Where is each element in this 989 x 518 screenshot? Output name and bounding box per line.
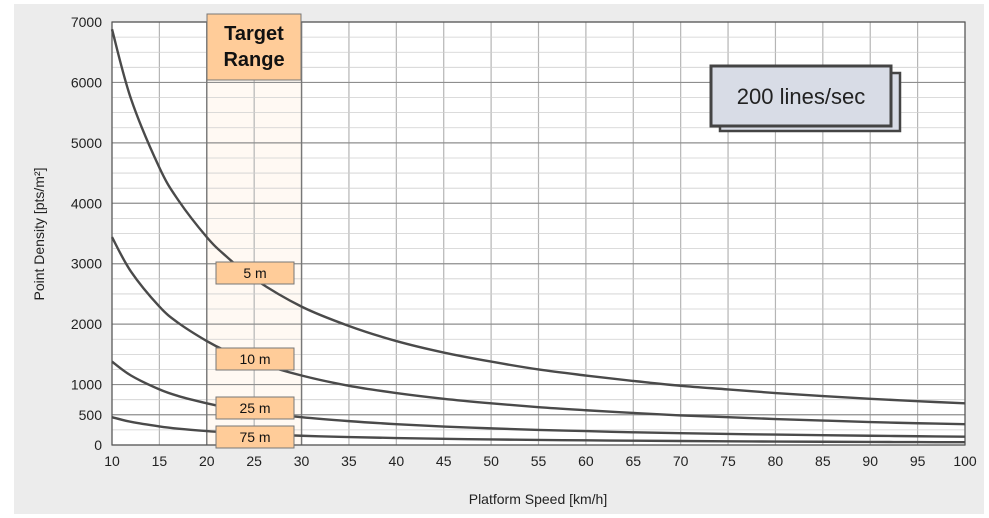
x-tick-label: 30 [294, 453, 310, 469]
x-tick-label: 10 [104, 453, 120, 469]
series-label-10m: 10 m [215, 347, 295, 371]
series-label-75m: 75 m [215, 425, 295, 449]
series-line-5m [110, 28, 966, 405]
y-tick-label: 3000 [71, 256, 102, 272]
series-label-text: 10 m [239, 351, 270, 367]
series-label-text: 5 m [243, 265, 266, 281]
series-label-5m: 5 m [215, 261, 295, 285]
x-tick-label: 40 [389, 453, 405, 469]
x-tick-label: 15 [152, 453, 168, 469]
y-tick-label: 5000 [71, 135, 102, 151]
x-tick-label: 55 [531, 453, 547, 469]
series-line-25m [111, 360, 966, 438]
series-label-box [215, 261, 295, 285]
x-tick-label: 95 [910, 453, 926, 469]
y-axis-title: Point Density [pts/m²] [31, 167, 47, 300]
series-label-box [215, 425, 295, 449]
y-tick-label: 7000 [71, 14, 102, 30]
series-curves [110, 28, 966, 444]
x-tick-label: 85 [815, 453, 831, 469]
target-range-line2: Range [223, 49, 284, 71]
x-tick-label: 70 [673, 453, 689, 469]
target-range-label: Target Range [206, 13, 302, 81]
x-tick-label: 35 [341, 453, 357, 469]
y-tick-label: 0 [94, 437, 102, 453]
series-label-text: 75 m [239, 429, 270, 445]
x-axis-ticks: 10 15 20 25 30 35 40 45 50 55 60 65 70 75 80 85 90 95 100 [104, 453, 977, 469]
y-tick-label: 4000 [71, 195, 102, 211]
series-label-text: 25 m [239, 400, 270, 416]
x-tick-label: 60 [578, 453, 594, 469]
series-label-box [215, 396, 295, 420]
x-tick-label: 90 [862, 453, 878, 469]
series-line-75m [111, 416, 966, 444]
x-tick-label: 100 [953, 453, 977, 469]
series-label-box [215, 347, 295, 371]
y-axis-ticks: 0 500 1000 2000 3000 4000 5000 6000 7000 [71, 14, 102, 453]
series-label-25m: 25 m [215, 396, 295, 420]
x-axis-title: Platform Speed [km/h] [469, 491, 608, 507]
x-tick-label: 45 [436, 453, 452, 469]
x-tick-label: 50 [483, 453, 499, 469]
x-tick-label: 25 [246, 453, 262, 469]
target-range-box [206, 13, 302, 81]
scan-rate-box [709, 64, 893, 128]
scan-rate-text: 200 lines/sec [737, 84, 865, 109]
y-tick-label: 6000 [71, 74, 102, 90]
x-tick-label: 80 [768, 453, 784, 469]
y-tick-label: 1000 [71, 377, 102, 393]
x-tick-label: 20 [199, 453, 215, 469]
plot-area-border [111, 21, 966, 446]
series-line-10m [110, 236, 966, 426]
y-tick-label: 2000 [71, 316, 102, 332]
series-labels: 5 m 10 m 25 m 75 m [215, 261, 295, 449]
scan-rate-label: 200 lines/sec [709, 64, 902, 133]
target-range-line1: Target [224, 23, 284, 45]
y-tick-label: 500 [79, 407, 103, 423]
x-tick-label: 65 [625, 453, 641, 469]
x-tick-label: 75 [720, 453, 736, 469]
